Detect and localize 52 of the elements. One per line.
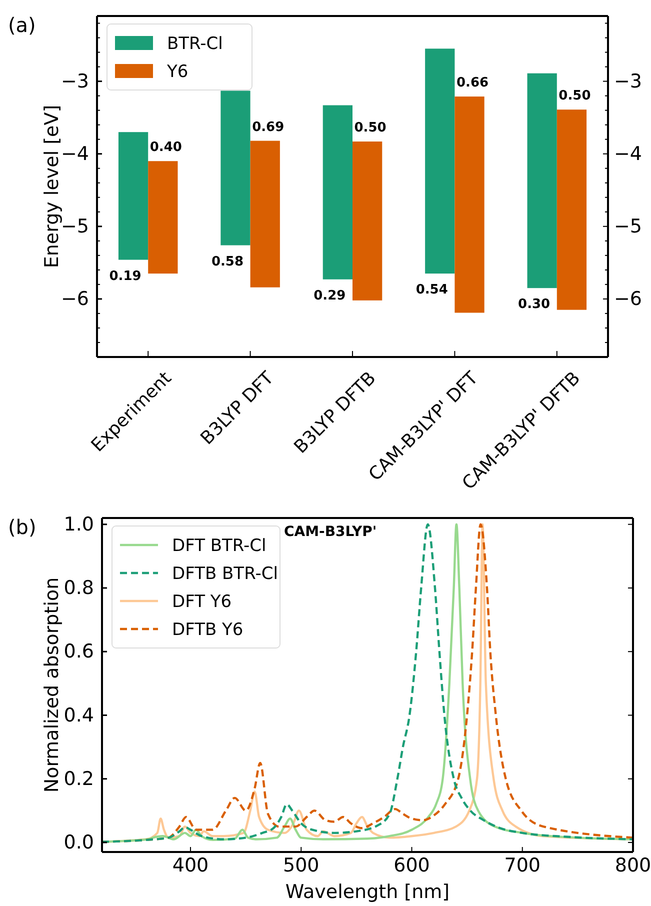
- annotation: 0.30: [518, 297, 550, 312]
- legend-label: DFT BTR-Cl: [172, 536, 266, 556]
- y-axis-title: Normalized absorption: [41, 577, 63, 793]
- annotation: 0.54: [416, 282, 448, 298]
- y2-tick-label: −4: [614, 142, 642, 165]
- x-tick-label: 400: [172, 854, 209, 876]
- y2-tick-label: −6: [614, 288, 642, 310]
- x-axis-title: Wavelength [nm]: [285, 881, 450, 903]
- annotation: CAM-B3LYP': [284, 524, 377, 540]
- x-tick-label: 500: [282, 854, 320, 876]
- line-series: [100, 523, 634, 843]
- y-tick-label: 0.6: [64, 640, 94, 663]
- bar: [322, 105, 352, 280]
- y2-tick-label: −5: [614, 215, 642, 238]
- chart-title: (a): [8, 13, 36, 37]
- legend-label: DFTB BTR-Cl: [172, 564, 278, 584]
- y-tick-label: −5: [60, 215, 89, 238]
- y-axis-title: Energy level [eV]: [41, 104, 63, 268]
- bar: [250, 140, 280, 288]
- annotation: 0.29: [314, 288, 346, 304]
- y-tick-label: 0.8: [64, 577, 94, 600]
- bar: [352, 142, 382, 300]
- x-tick-label: 800: [614, 854, 651, 876]
- legend-label: DFTB Y6: [172, 620, 244, 640]
- bar: [148, 161, 178, 274]
- bar: [556, 110, 587, 310]
- bar: [118, 132, 148, 260]
- x-tick-label: 600: [394, 854, 430, 876]
- y-tick-label: −6: [60, 288, 89, 310]
- bar: [454, 96, 484, 313]
- legend-label: DFT Y6: [172, 592, 232, 612]
- annotation: 0.58: [211, 254, 244, 270]
- y-tick-label: −3: [60, 70, 89, 92]
- annotation: 0.19: [109, 268, 142, 284]
- legend-label: Y6: [166, 62, 188, 82]
- annotation: 0.66: [456, 76, 489, 91]
- chart-title: (b): [8, 515, 36, 539]
- annotation: 0.50: [354, 120, 386, 136]
- annotation: 0.50: [558, 88, 591, 104]
- y-tick-label: 0.0: [64, 832, 94, 854]
- y-tick-label: 1.0: [64, 513, 94, 536]
- y2-tick-label: −3: [614, 70, 642, 92]
- annotation: 0.69: [252, 120, 284, 135]
- y-tick-label: 0.4: [64, 704, 94, 726]
- y-tick-label: 0.2: [64, 768, 94, 790]
- bar: [425, 48, 455, 274]
- bar: [527, 73, 557, 288]
- annotation: 0.40: [150, 140, 182, 156]
- y-tick-label: −4: [60, 142, 89, 165]
- legend-label: BTR-Cl: [167, 34, 223, 54]
- bar: [220, 90, 250, 246]
- x-tick-label: 700: [504, 854, 541, 876]
